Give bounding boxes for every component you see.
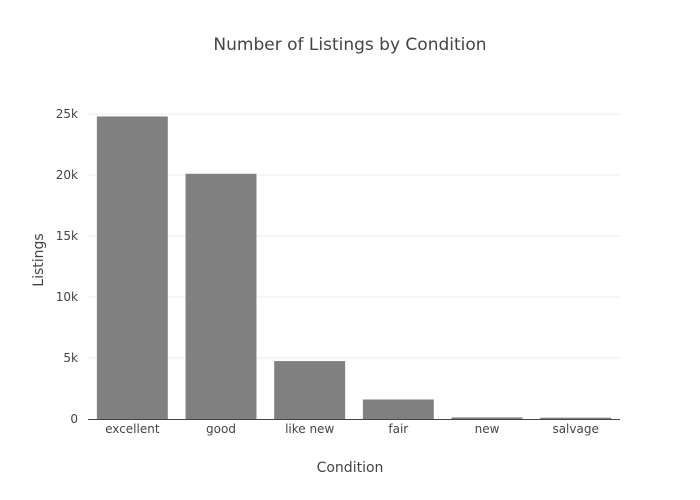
y-tick-label: 5k <box>63 351 78 365</box>
bar-good[interactable] <box>185 173 257 419</box>
x-tick-labels: excellent good like new fair new salvage <box>105 422 599 436</box>
x-tick-label: new <box>475 422 500 436</box>
x-tick-label: salvage <box>552 422 598 436</box>
y-axis-title: Listings <box>31 233 47 286</box>
y-tick-label: 15k <box>56 229 78 243</box>
gridlines <box>88 113 620 359</box>
y-tick-label: 10k <box>56 290 78 304</box>
x-tick-label: good <box>206 422 236 436</box>
x-tick-label: like new <box>285 422 334 436</box>
x-tick-label: fair <box>388 422 408 436</box>
bar-fair[interactable] <box>362 399 434 419</box>
bar-excellent[interactable] <box>96 116 168 419</box>
x-axis-title: Condition <box>317 460 384 476</box>
bar-like-new[interactable] <box>274 361 346 419</box>
bar-new[interactable] <box>451 417 523 419</box>
y-tick-label: 0 <box>70 412 78 426</box>
y-tick-labels: 0 5k 10k 15k 20k 25k <box>56 107 78 426</box>
bar-salvage[interactable] <box>540 417 612 420</box>
bars <box>96 116 612 420</box>
x-tick-label: excellent <box>105 422 160 436</box>
y-tick-label: 20k <box>56 168 78 182</box>
chart-title: Number of Listings by Condition <box>213 35 486 55</box>
y-tick-label: 25k <box>56 107 78 121</box>
